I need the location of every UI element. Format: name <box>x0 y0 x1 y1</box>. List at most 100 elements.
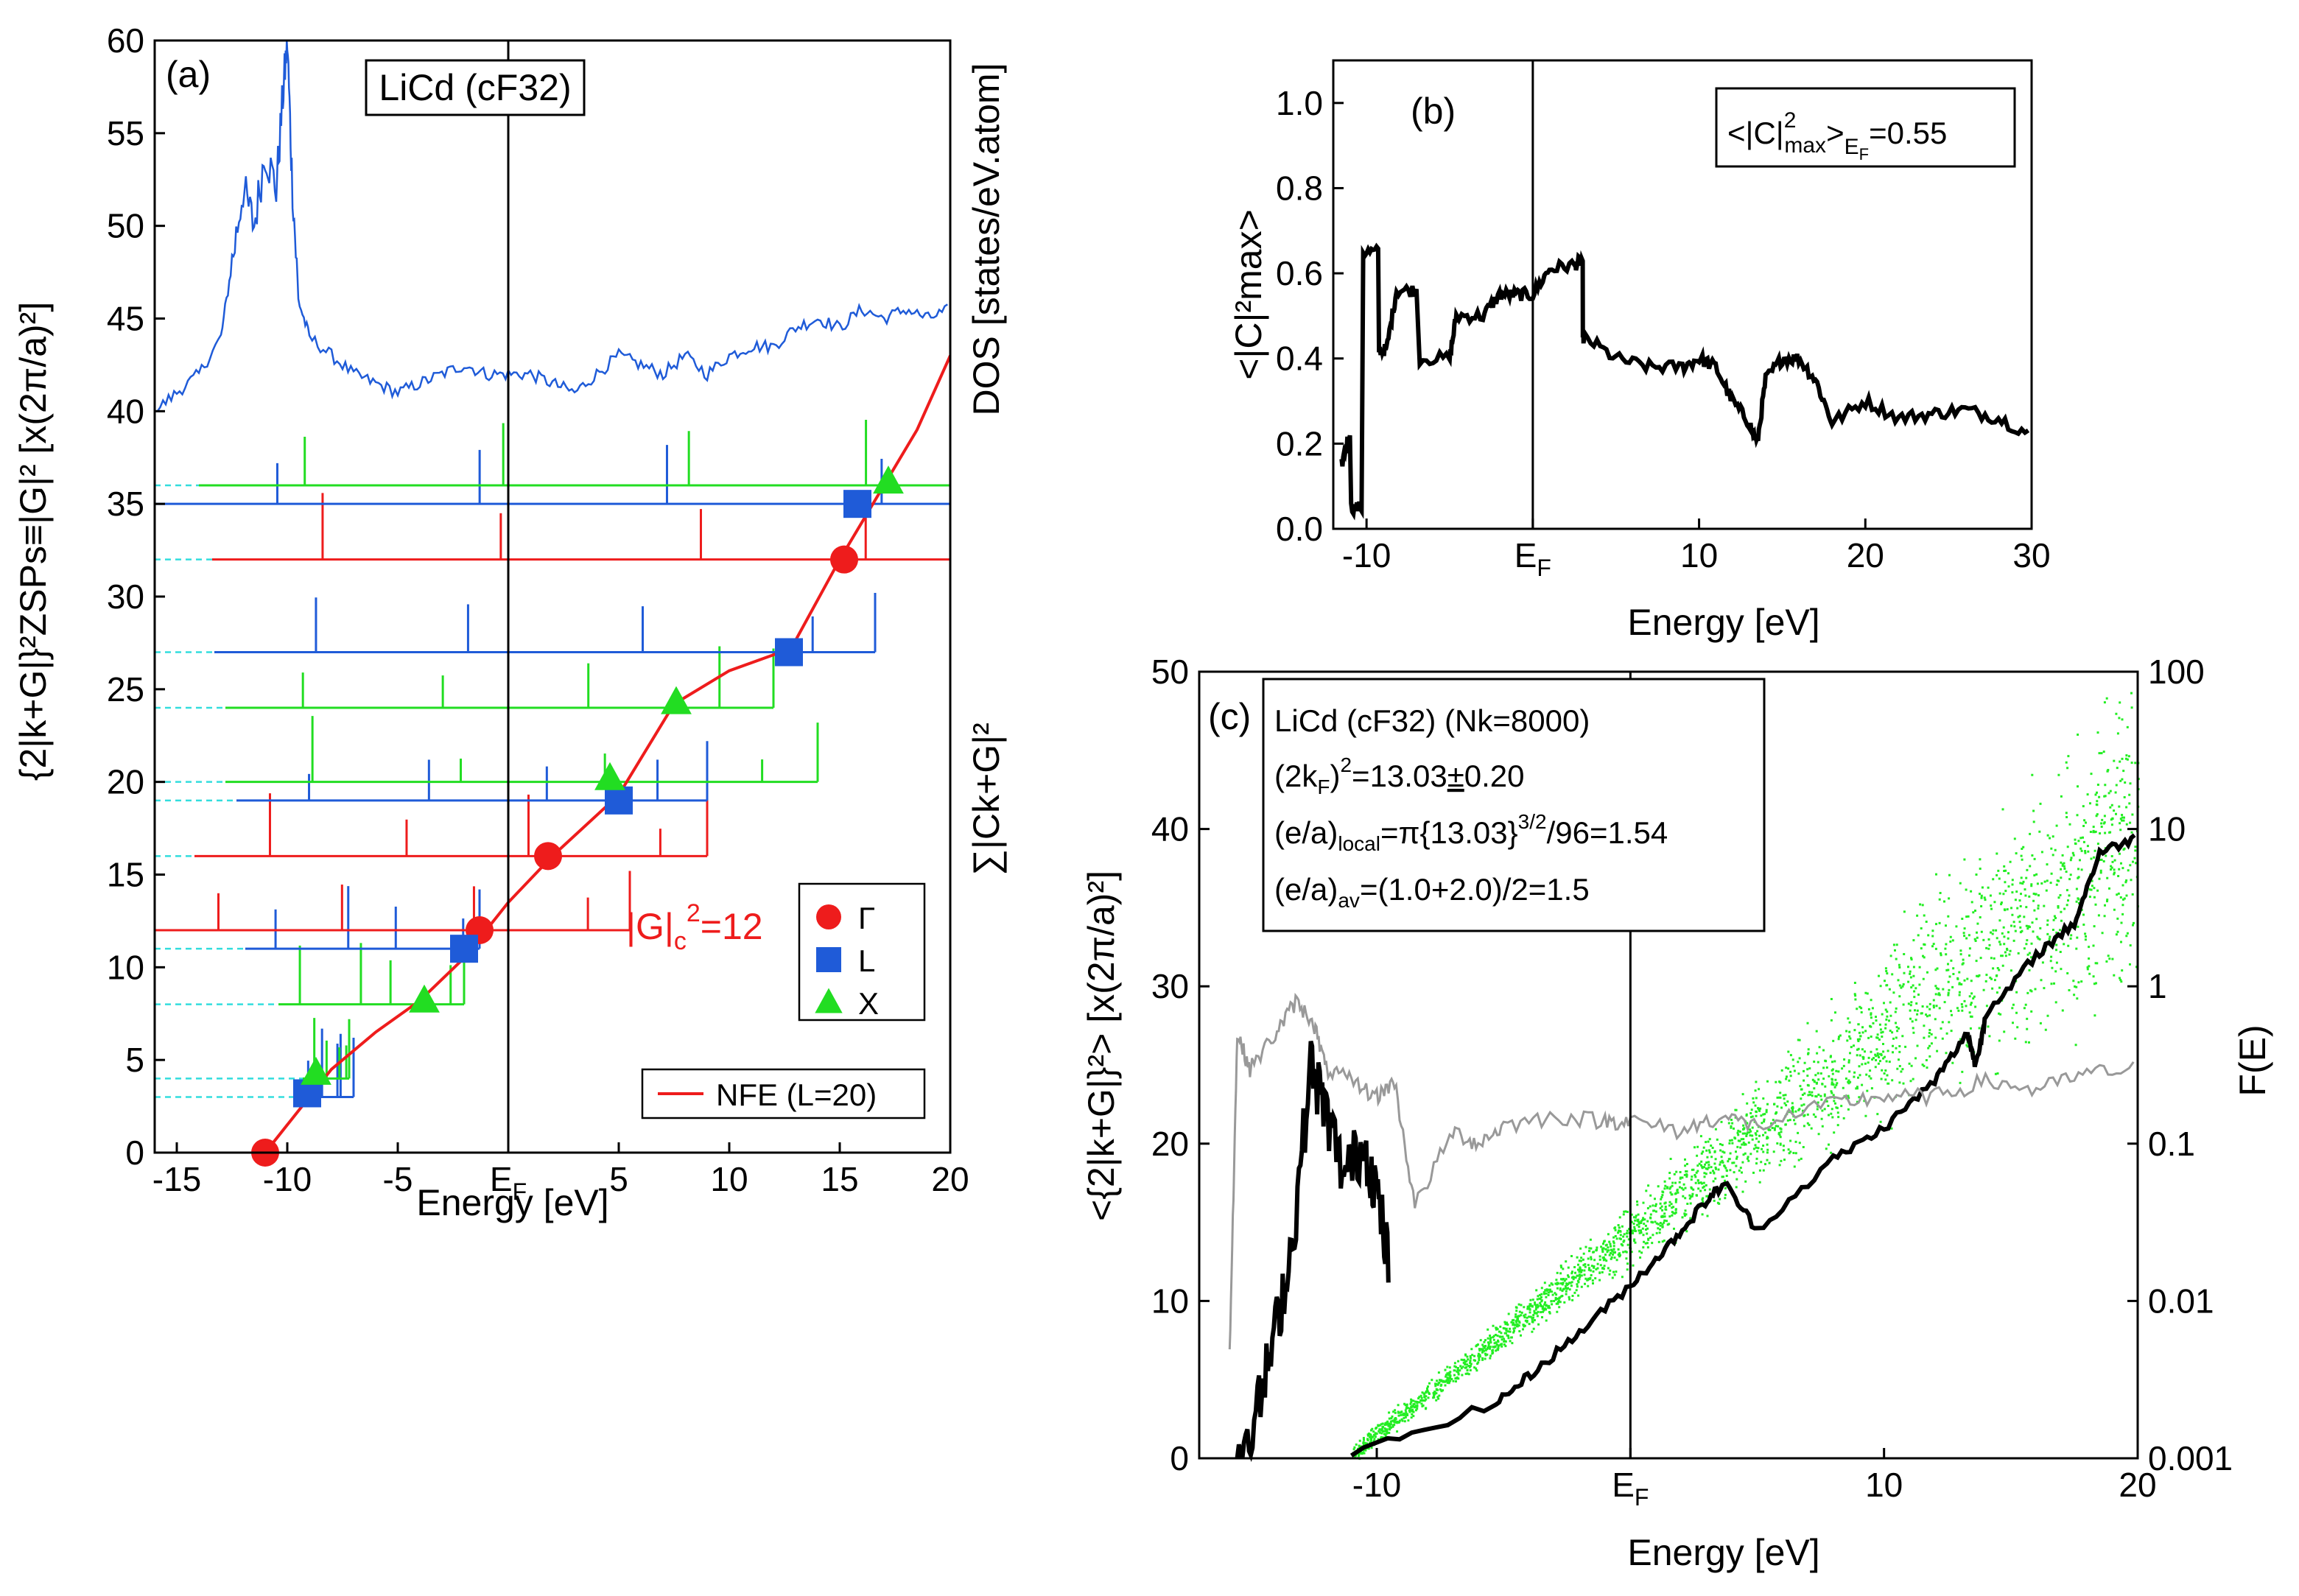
b-x-tick-label: 30 <box>2012 536 2050 574</box>
b-x-axis-label: Energy [eV] <box>1627 602 1819 643</box>
c-y-tick-label: 20 <box>1151 1125 1189 1163</box>
a-zsp-point-l <box>450 935 478 963</box>
a-y-tick-label: 30 <box>107 577 144 616</box>
c-y2-axis-label: F(E) <box>2232 1024 2273 1096</box>
a-right-dos-label: DOS [states/eV.atom] <box>966 63 1007 416</box>
b-frame <box>1332 59 2033 530</box>
c-lines-layer <box>1228 833 2136 1462</box>
b-data-layer <box>1339 242 2030 521</box>
c-x-axis-label: Energy [eV] <box>1627 1532 1819 1573</box>
a-zsp-point-x <box>594 762 625 790</box>
b-panel-label: (b) <box>1411 91 1456 132</box>
a-zsp-point-x <box>409 984 440 1013</box>
b-x-tick-label: EF <box>1514 536 1551 581</box>
c-fe-curve <box>1228 992 2135 1350</box>
b-y-tick-label: 0.4 <box>1276 340 1323 378</box>
a-zsp-point-x <box>873 465 904 494</box>
c-x-tick-label: EF <box>1612 1466 1649 1511</box>
c-y-tick-label: 40 <box>1151 810 1189 848</box>
c-y-tick-label: 10 <box>1151 1282 1189 1320</box>
c-x-tick-label: -10 <box>1352 1466 1401 1504</box>
a-x-axis-ticks: -15 -10 -5 EF 5 10 15 20 <box>152 1142 969 1205</box>
a-zsp-point-x <box>301 1056 331 1085</box>
b-y-tick-label: 1.0 <box>1276 84 1323 122</box>
panel-b: -10 EF 10 20 30 0.0 0.2 0.4 0.6 0.8 1.0 (b) Energ… <box>1228 59 2051 643</box>
c-kg-curve <box>1349 833 2136 1458</box>
b-y-axis-ticks: 0.0 0.2 0.4 0.6 0.8 1.0 <box>1276 84 1344 548</box>
c-panel-label: (c) <box>1208 696 1251 737</box>
a-y-tick-label: 15 <box>107 856 144 894</box>
a-legend-label: L <box>858 943 875 978</box>
c-frame <box>1198 670 2139 1460</box>
a-x-tick-label: -10 <box>263 1160 312 1198</box>
a-zsp-point-l <box>605 786 633 815</box>
a-y-tick-label: 10 <box>107 948 144 986</box>
a-x-tick-label: 5 <box>609 1160 628 1198</box>
b-cmax-curve <box>1339 242 2030 521</box>
a-y-tick-label: 40 <box>107 392 144 430</box>
c-kg-curve <box>1235 1041 1391 1462</box>
c-y-axis-label: <{2|k+G|}²> [x(2π/a)²] <box>1081 871 1122 1221</box>
a-legend-marker <box>815 988 843 1013</box>
c-y2-tick-label: 0.01 <box>2148 1282 2214 1320</box>
b-x-tick-label: 20 <box>1847 536 1884 574</box>
a-y-tick-label: 5 <box>125 1041 144 1079</box>
b-x-axis-ticks: -10 EF 10 20 30 <box>1342 518 2051 581</box>
c-x-tick-label: 20 <box>2119 1466 2156 1504</box>
a-y-axis-label: {2|k+G|}²ZSPs≡|G|² [x(2π/a)²] <box>13 302 54 781</box>
a-right-sum-label: ∑|Ck+G|² <box>966 723 1007 875</box>
a-dos-curve <box>155 41 948 412</box>
a-panel-label: (a) <box>166 54 211 95</box>
a-zsp-point-gamma <box>830 545 858 574</box>
a-x-axis-label: Energy [eV] <box>416 1182 608 1223</box>
b-annotation-box <box>1715 87 2016 168</box>
a-title-box <box>365 59 586 116</box>
a-y-axis-ticks: 0 5 10 15 20 25 30 35 40 45 50 55 60 <box>107 21 165 1172</box>
a-y-tick-label: 60 <box>107 21 144 60</box>
a-nfe-curve <box>264 354 950 1153</box>
c-y-tick-label: 0 <box>1170 1439 1189 1477</box>
b-y-axis-label: <|C|²max> <box>1228 209 1269 380</box>
c-y2-tick-label: 0.1 <box>2148 1125 2195 1163</box>
a-nfe-layer <box>264 354 950 1153</box>
c-x-axis-ticks: -10 EF 10 20 <box>1352 1448 2157 1511</box>
b-y-tick-label: 0.0 <box>1276 510 1323 548</box>
a-legend-marker <box>816 947 841 972</box>
a-y-tick-label: 50 <box>107 207 144 245</box>
a-x-tick-label: 15 <box>821 1160 858 1198</box>
a-y-tick-label: 45 <box>107 300 144 338</box>
a-y-tick-label: 20 <box>107 763 144 801</box>
c-info-line-2: (2kF)2=13.03±0.20 <box>1274 753 1525 798</box>
a-zsp-point-gamma <box>534 842 562 871</box>
b-x-tick-label: -10 <box>1342 536 1391 574</box>
b-annotation: <|C|2 max>EF=0.55 <box>1727 108 1947 164</box>
c-y2-axis-ticks: 0.001 0.01 0.1 1 10 100 <box>2127 653 2233 1477</box>
b-y-tick-label: 0.2 <box>1276 424 1323 463</box>
a-x-tick-label: 10 <box>710 1160 748 1198</box>
a-legend-marker <box>816 904 841 929</box>
a-y-tick-label: 0 <box>125 1133 144 1172</box>
a-y-tick-label: 55 <box>107 114 144 152</box>
b-y-tick-label: 0.6 <box>1276 254 1323 292</box>
c-info-line-3: (e/a)local=π{13.03}3/2/96=1.54 <box>1274 810 1668 855</box>
a-zsp-point-l <box>775 638 803 667</box>
a-line-legend-label: NFE (L=20) <box>716 1078 877 1112</box>
a-zsp-point-l <box>843 490 871 518</box>
c-scatter-points <box>1351 692 2140 1460</box>
c-info-line-1: LiCd (cF32) (Nk=8000) <box>1274 703 1590 738</box>
a-title: LiCd (cF32) <box>379 67 571 108</box>
panel-a: -15 -10 -5 EF 5 10 15 20 0 5 10 15 20 25 30 35 40 45 50 55… <box>13 21 1007 1223</box>
a-x-tick-label: 20 <box>931 1160 969 1198</box>
c-x-tick-label: 10 <box>1865 1466 1903 1504</box>
c-y2-tick-label: 0.001 <box>2148 1439 2233 1477</box>
c-y-tick-label: 50 <box>1151 653 1189 691</box>
c-y2-tick-label: 100 <box>2148 653 2205 691</box>
a-x-tick-label: EF <box>490 1160 527 1205</box>
a-dos-layer <box>155 41 948 412</box>
a-y-tick-label: 35 <box>107 485 144 523</box>
a-zsp-markers <box>251 465 904 1167</box>
b-x-tick-label: 10 <box>1680 536 1718 574</box>
a-y-tick-label: 25 <box>107 670 144 709</box>
b-y-tick-label: 0.8 <box>1276 169 1323 207</box>
